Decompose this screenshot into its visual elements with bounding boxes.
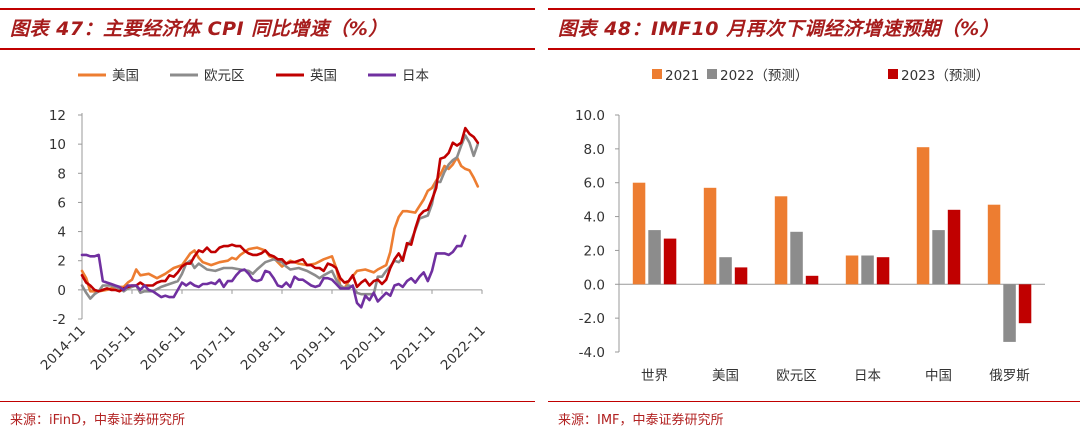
legend-item: 2023（预测） [888,68,989,84]
source-note: 来源：IMF，中泰证券研究所 [558,413,724,428]
title-rule-bottom [548,48,1080,50]
x-tick-label: 2017-11 [188,323,239,374]
x-tick-label: 2019-11 [288,323,339,374]
x-category-label: 世界 [641,368,668,384]
legend-swatch [652,69,662,79]
y-tick-label: 0 [57,283,66,299]
legend-swatch [888,69,898,79]
x-tick-label: 2016-11 [138,323,189,374]
bar [648,230,661,285]
legend-label: 日本 [402,68,429,84]
legend-swatch [707,69,717,79]
x-category-label: 美国 [712,368,739,384]
bar [734,267,748,285]
x-tick-label: 2015-11 [88,323,139,374]
legend-item: 英国 [276,67,337,84]
legend-item: 2022（预测） [707,68,808,84]
bar [774,196,788,285]
legend-label: 2021 [665,68,699,84]
x-tick-label: 2020-11 [338,323,389,374]
series-line [80,126,480,293]
bar [719,257,732,285]
source-rule [548,401,1080,402]
bar [632,182,646,285]
title-rule-top [548,8,1080,10]
bar [876,257,890,285]
legend-label: 欧元区 [204,68,245,84]
bar [790,231,803,285]
x-category-label: 中国 [925,368,952,384]
chart-title: 图表 47：主要经济体 CPI 同比增速（%） [10,18,388,40]
y-tick-label: 6.0 [584,176,605,192]
x-tick-label: 2018-11 [238,323,289,374]
title-rule-top [0,8,535,10]
bar [861,255,874,285]
y-tick-label: 10.0 [575,108,605,124]
y-tick-label: 10 [49,137,66,153]
bar [947,209,961,285]
chart-title: 图表 48：IMF10 月再次下调经济增速预期（%） [558,18,1000,40]
x-tick-label: 2022-11 [438,323,489,374]
legend-item: 欧元区 [170,68,245,84]
y-tick-label: -4.0 [579,345,605,361]
y-tick-label: 8 [57,166,66,182]
y-tick-label: 6 [57,195,66,211]
bar [805,275,819,285]
title-rule-bottom [0,48,535,50]
y-tick-label: 4.0 [584,210,605,226]
line-chart-panel: 图表 47：主要经济体 CPI 同比增速（%） 美国 欧元区 英国 日本 -2 0 2 4 6 8… [0,0,535,434]
y-tick-label: 4 [57,225,66,241]
y-tick-label: 2 [57,254,66,270]
x-category-label: 日本 [854,368,882,384]
y-tick-label: 8.0 [584,142,605,158]
legend-label: 英国 [310,67,337,84]
source-note: 来源：iFinD，中泰证券研究所 [10,413,186,428]
y-tick-label: 12 [49,108,66,124]
legend-label: 美国 [112,68,139,84]
y-tick-label: -2.0 [579,311,605,327]
source-rule [0,401,535,402]
bar-chart-panel: 图表 48：IMF10 月再次下调经济增速预期（%） 2021 2022（预测） 2… [548,0,1080,434]
series-line [80,134,480,300]
x-tick-label: 2014-11 [38,323,89,374]
legend-item: 日本 [368,68,429,84]
legend-item: 美国 [78,68,139,84]
series-line [80,234,467,309]
bar [916,147,930,285]
y-tick-label: 2.0 [584,243,605,259]
legend-label: 2023（预测） [901,68,989,84]
bar [703,187,717,285]
bar [1003,284,1016,342]
legend-label: 2022（预测） [720,68,808,84]
line-chart: 美国 欧元区 英国 日本 -2 0 2 4 6 8 10 12 2014-112015-112016-1… [38,67,489,374]
bar [1018,284,1032,324]
bar-chart: 2021 2022（预测） 2023（预测） 10.0 8.0 6.0 4.0 2.0 0.0 -… [575,68,1045,384]
x-tick-label: 2021-11 [388,323,439,374]
x-category-label: 欧元区 [776,368,817,384]
y-tick-label: -2 [53,312,66,328]
bar [663,238,677,285]
y-tick-label: 0.0 [584,277,605,293]
legend-item: 2021 [652,68,699,84]
x-category-label: 俄罗斯 [989,368,1030,384]
bar [845,255,859,285]
bar [987,204,1001,285]
bar [932,230,945,285]
